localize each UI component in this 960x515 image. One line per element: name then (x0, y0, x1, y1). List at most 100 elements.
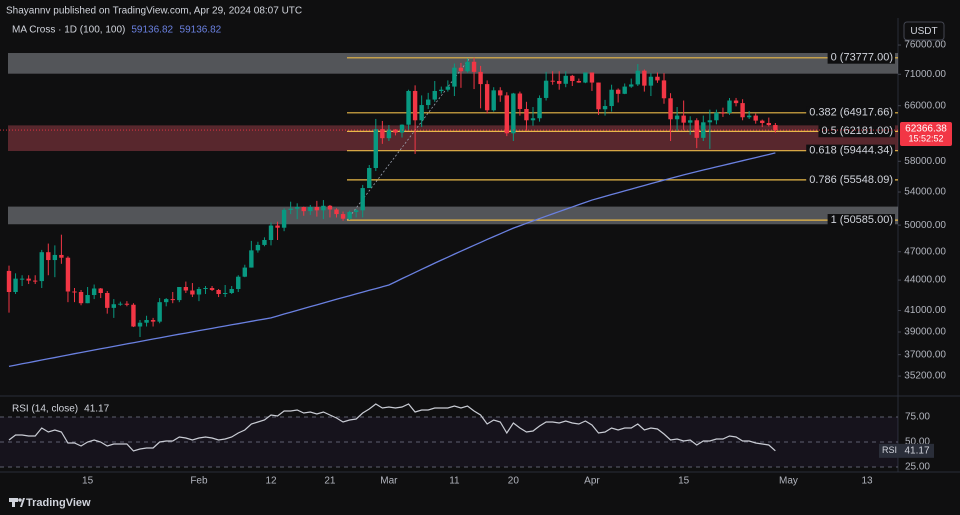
candle-body (203, 287, 208, 289)
candle-body (78, 291, 84, 304)
candle-body (733, 100, 739, 104)
candle-body (760, 120, 765, 123)
y-tick-label: 44000.00 (904, 275, 946, 286)
zone (8, 206, 898, 225)
moving-average (8, 152, 776, 368)
candle-body (498, 90, 503, 96)
candle-body (439, 89, 444, 91)
x-tick-label: 13 (861, 476, 873, 487)
price-tag (900, 122, 952, 147)
candle-body (327, 205, 333, 210)
candle-body (183, 287, 189, 291)
logo-stem (12, 498, 15, 507)
candle-body (334, 209, 339, 215)
candle-body (295, 207, 300, 209)
candle-body (484, 84, 490, 111)
candle-body (406, 90, 411, 125)
y-tick-label: 76000.00 (904, 40, 946, 51)
candle-body (262, 239, 267, 245)
fib-label: 1 (50585.00) (831, 214, 893, 226)
y-tick-label: 39000.00 (904, 327, 946, 338)
candle-body (478, 71, 483, 85)
candle-body (419, 105, 424, 121)
candle-body (131, 304, 136, 327)
x-tick-label: 15 (678, 476, 690, 487)
candle-body (59, 254, 64, 258)
currency[interactable]: USDT (910, 26, 937, 37)
rsi-tick-label: 50.00 (905, 437, 930, 448)
y-tick-label: 35200.00 (904, 371, 946, 382)
candle-body (321, 205, 326, 211)
candle-body (452, 67, 457, 87)
candle-body (216, 289, 221, 295)
candle-body (511, 93, 516, 134)
x-tick-label: 20 (508, 476, 520, 487)
y-tick-label: 66000.00 (904, 100, 946, 111)
candle-body (105, 293, 110, 308)
x-tick-label: Apr (584, 476, 600, 487)
y-tick-label: 41000.00 (904, 305, 946, 316)
candle-body (589, 72, 595, 83)
x-tick-label: 15 (82, 476, 94, 487)
candle-body (602, 106, 608, 110)
candle-body (504, 95, 509, 134)
fib-label-bg (827, 51, 895, 64)
candle-body (177, 287, 182, 301)
currency-box[interactable] (903, 21, 945, 41)
candle-body (373, 129, 378, 169)
fib-label-bg (818, 125, 895, 138)
candle-body (164, 299, 169, 303)
logo (9, 498, 25, 507)
candle-body (340, 214, 346, 219)
candle-body (229, 288, 234, 294)
candle-body (720, 112, 726, 114)
candle-body (655, 76, 660, 81)
candle-body (530, 118, 536, 121)
candle-body (367, 168, 372, 189)
candle-body (753, 115, 758, 121)
candle-body (85, 295, 90, 304)
candle-body (222, 293, 228, 295)
candle-body (550, 80, 555, 82)
candle-body (648, 76, 654, 86)
fib-label: 0.382 (64917.66) (809, 107, 893, 119)
x-tick-label: Feb (190, 476, 208, 487)
candle-body (458, 67, 464, 72)
fib-label-bg (806, 173, 895, 186)
candle-body (746, 115, 752, 118)
rsi-tag-name-box (879, 443, 900, 458)
candle-body (694, 120, 699, 138)
logo-slash (20, 498, 25, 507)
indicator-title: MA Cross · 1D (100, 100) (12, 25, 125, 36)
logo-dot (18, 498, 22, 502)
candle-body (642, 70, 647, 86)
x-tick-label: 12 (265, 476, 277, 487)
candle-body (432, 90, 437, 100)
candle-body (583, 72, 588, 83)
candle-body (465, 61, 470, 72)
brand: TradingView (26, 497, 91, 509)
candle-body (386, 129, 392, 139)
candle-body (157, 302, 162, 322)
candle-body (629, 84, 634, 87)
candle-body (360, 188, 365, 211)
candle-body (563, 75, 568, 84)
candle-body (596, 82, 601, 110)
x-tick-label: May (779, 476, 798, 487)
candle-body (65, 257, 71, 292)
candle-body (72, 291, 77, 293)
candle-body (26, 278, 31, 281)
candle-body (118, 303, 123, 305)
zone (8, 125, 898, 152)
candle-body (517, 93, 523, 109)
candle-body (255, 244, 261, 251)
candle-body (701, 122, 706, 138)
candle-body (196, 288, 202, 295)
candle-body (144, 320, 149, 323)
ma-legend-value: 59136.82 (131, 25, 173, 36)
candle-body (727, 100, 732, 113)
candle-body (773, 125, 778, 131)
candle-body (393, 129, 398, 133)
candle-body (91, 288, 97, 296)
